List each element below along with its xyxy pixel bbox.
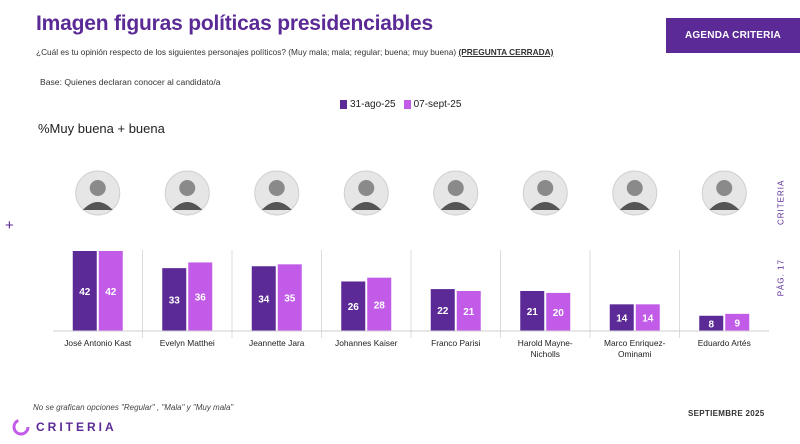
bar (430, 289, 455, 331)
category-label: Ominami (618, 349, 652, 359)
bar (251, 266, 276, 331)
person-icon (358, 180, 375, 196)
person-icon (268, 180, 285, 196)
bar (699, 315, 724, 331)
base-note: Base: Quienes declaran conocer al candid… (40, 77, 221, 87)
metric-label: %Muy buena + buena (38, 121, 165, 136)
category-label: José Antonio Kast (64, 338, 132, 348)
legend-swatch-series-2 (403, 100, 411, 109)
person-shoulders-icon (351, 202, 382, 210)
person-shoulders-icon (172, 202, 203, 210)
person-icon (716, 180, 733, 196)
person-shoulders-icon (709, 202, 740, 210)
data-label: 26 (348, 302, 360, 313)
date-label: SEPTIEMBRE 2025 (688, 409, 765, 418)
person-shoulders-icon (440, 202, 471, 210)
data-label: 22 (437, 306, 449, 317)
chart-legend: 31-ago-25 07-sept-25 (340, 99, 469, 110)
logo-text: CRITERIA (36, 420, 117, 434)
bar (98, 251, 123, 331)
data-label: 42 (105, 287, 117, 298)
bar (162, 268, 187, 331)
category-label: Eduardo Artés (698, 338, 751, 348)
person-icon (179, 180, 196, 196)
bar (72, 251, 97, 331)
bar (277, 264, 302, 331)
data-label: 36 (195, 293, 207, 304)
data-label: 42 (79, 287, 91, 298)
person-shoulders-icon (530, 202, 561, 210)
person-icon (89, 180, 106, 196)
data-label: 21 (463, 307, 475, 318)
person-shoulders-icon (261, 202, 292, 210)
category-label: Marco Enriquez- (604, 338, 666, 348)
person-shoulders-icon (619, 202, 650, 210)
data-label: 21 (527, 307, 539, 318)
data-label: 9 (734, 318, 740, 329)
person-icon (537, 180, 554, 196)
bar (188, 262, 213, 331)
person-shoulders-icon (82, 202, 113, 210)
question-tag: (PREGUNTA CERRADA) (458, 47, 554, 57)
data-label: 14 (642, 314, 654, 325)
category-label: Harold Mayne- (518, 338, 573, 348)
footnote: No se grafican opciones "Regular" , "Mal… (33, 403, 234, 412)
data-label: 28 (374, 300, 386, 311)
criteria-logo: CRITERIA (12, 418, 117, 436)
logo-mark-icon (12, 418, 30, 436)
legend-item-series-2: 07-sept-25 (403, 99, 462, 110)
survey-question: ¿Cuál es tu opinión respecto de los sigu… (36, 47, 553, 57)
bar (725, 313, 750, 331)
agenda-badge: AGENDA CRITERIA (666, 18, 800, 53)
data-label: 34 (258, 295, 270, 306)
plus-mark: + (5, 217, 14, 234)
bar (546, 292, 571, 331)
question-text: ¿Cuál es tu opinión respecto de los sigu… (36, 47, 457, 57)
bar (367, 277, 392, 331)
page-title: Imagen figuras políticas presidenciables (36, 12, 433, 35)
person-icon (626, 180, 643, 196)
data-label: 35 (284, 294, 296, 305)
data-label: 8 (708, 319, 714, 330)
category-label: Jeannette Jara (249, 338, 305, 348)
bar (341, 281, 366, 331)
bar (520, 291, 545, 331)
data-label: 33 (169, 296, 181, 307)
bar (456, 291, 481, 331)
category-label: Franco Parisi (431, 338, 480, 348)
legend-item-series-1: 31-ago-25 (340, 99, 396, 110)
data-label: 14 (616, 314, 628, 325)
bar (635, 304, 660, 331)
legend-label-series-2: 07-sept-25 (413, 99, 462, 110)
person-icon (447, 180, 464, 196)
legend-swatch-series-1 (340, 100, 347, 109)
category-label: Evelyn Matthei (160, 338, 215, 348)
data-label: 20 (553, 308, 565, 319)
bar (609, 304, 634, 331)
legend-label-series-1: 31-ago-25 (350, 99, 396, 110)
category-label: Johannes Kaiser (335, 338, 398, 348)
category-label: Nicholls (531, 349, 560, 359)
